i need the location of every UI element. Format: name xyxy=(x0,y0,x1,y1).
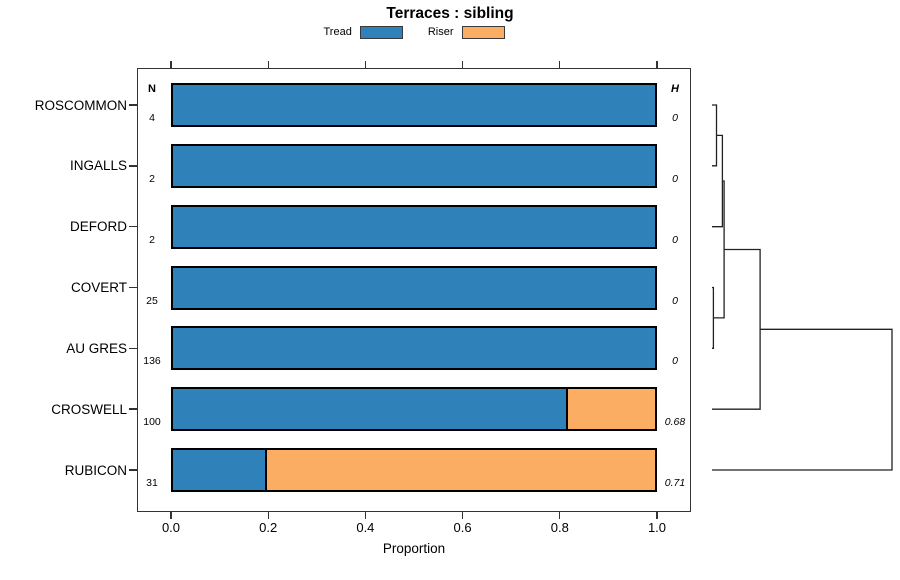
chart-title: Terraces : sibling xyxy=(386,5,514,22)
y-axis-tick xyxy=(129,165,137,167)
category-label: INGALLS xyxy=(69,158,127,174)
category-label: AU GRES xyxy=(66,340,127,356)
bar-row xyxy=(171,143,657,188)
bar-segment-riser xyxy=(266,450,655,490)
legend-item-tread: Tread xyxy=(324,25,403,39)
y-axis-tick xyxy=(129,286,137,289)
tread-swatch xyxy=(359,25,403,39)
plot-box xyxy=(137,68,691,512)
n-value: 100 xyxy=(143,416,161,429)
y-axis-tick xyxy=(129,408,137,410)
bar-segment-tread xyxy=(173,267,655,308)
legend-item-riser: Riser xyxy=(428,25,505,39)
x-tick-label: 0.4 xyxy=(356,520,375,535)
dendrogram-link xyxy=(712,134,724,228)
h-value: 0.68 xyxy=(664,416,686,429)
bar-row xyxy=(171,265,657,310)
legend: Tread Riser xyxy=(137,25,691,39)
n-value: 2 xyxy=(149,172,155,185)
h-value: 0 xyxy=(672,172,678,185)
category-label: COVERT xyxy=(70,280,127,295)
dendrogram-link xyxy=(712,328,893,471)
category-label: CROSWELL xyxy=(51,401,127,417)
bar-segment-riser xyxy=(568,389,655,430)
bar-row xyxy=(171,204,657,249)
y-axis-tick xyxy=(129,469,137,471)
dendrogram-link xyxy=(712,104,718,167)
dendrogram-link xyxy=(712,286,715,349)
x-axis-tick-top xyxy=(364,61,367,68)
bar-segment-tread xyxy=(173,206,655,247)
x-tick-label: 0.8 xyxy=(550,520,569,535)
h-value: 0.71 xyxy=(664,477,686,489)
riser-swatch xyxy=(461,25,505,39)
bar-segment-tread xyxy=(173,145,655,186)
h-value: 0 xyxy=(672,112,678,124)
n-value: 31 xyxy=(146,477,158,489)
x-axis-tick-top xyxy=(267,61,269,68)
bar-segment-tread xyxy=(173,389,569,430)
h-value: 0 xyxy=(672,355,678,368)
y-axis-tick xyxy=(129,225,137,228)
x-axis-tick-top xyxy=(559,61,561,68)
y-axis-tick xyxy=(129,347,137,350)
category-label: RUBICON xyxy=(64,462,127,478)
y-axis-tick xyxy=(129,104,137,106)
n-column-header: N xyxy=(148,83,156,95)
bar-row xyxy=(171,326,657,371)
bar-row xyxy=(171,387,657,432)
x-tick-label: 0.6 xyxy=(453,520,472,535)
x-axis-tick-bottom xyxy=(656,512,658,519)
x-axis-tick-top xyxy=(656,61,658,68)
dendrogram-link xyxy=(712,248,761,410)
h-value: 0 xyxy=(672,294,678,307)
riser-legend-label: Riser xyxy=(427,26,454,38)
bar-segment-tread xyxy=(173,328,655,369)
x-tick-label: 1.0 xyxy=(647,520,667,535)
x-axis-tick-top xyxy=(170,61,172,68)
x-axis-label: Proportion xyxy=(382,541,446,556)
bar-row xyxy=(171,83,657,127)
x-axis-tick-bottom xyxy=(559,512,561,519)
bar-row xyxy=(171,448,657,492)
n-value: 25 xyxy=(146,294,158,307)
n-value: 4 xyxy=(149,112,155,124)
x-axis-tick-bottom xyxy=(364,512,367,519)
tread-legend-label: Tread xyxy=(323,26,352,38)
x-tick-label: 0.0 xyxy=(161,520,181,535)
category-label: ROSCOMMON xyxy=(34,97,127,113)
x-axis-tick-top xyxy=(461,61,464,68)
bar-segment-tread xyxy=(173,85,655,125)
x-axis-tick-bottom xyxy=(170,512,172,519)
bar-segment-tread xyxy=(173,450,267,490)
x-axis-tick-bottom xyxy=(461,512,464,519)
x-axis-tick-bottom xyxy=(267,512,269,519)
n-value: 2 xyxy=(149,233,155,246)
n-value: 136 xyxy=(143,355,161,368)
h-value: 0 xyxy=(672,233,678,246)
category-label: DEFORD xyxy=(70,219,127,235)
h-column-header: H xyxy=(671,83,679,95)
x-tick-label: 0.2 xyxy=(259,520,278,535)
